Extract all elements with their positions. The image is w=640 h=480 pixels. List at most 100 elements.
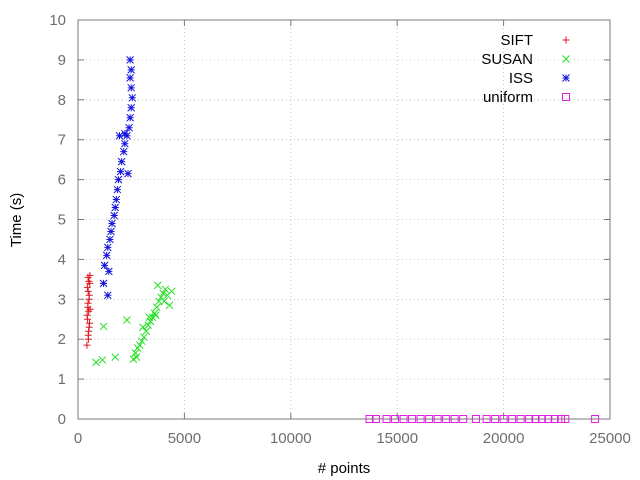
x-axis-ticks: 0 5000 10000 15000 20000 25000: [74, 20, 631, 447]
legend-label-uniform: uniform: [483, 89, 533, 106]
point-susan: [145, 313, 154, 322]
point-susan: [111, 353, 120, 362]
legend: SIFT SUSAN ISS uniform: [481, 32, 570, 106]
point-sift: [84, 287, 92, 295]
point-uniform: [508, 415, 517, 423]
point-uniform: [382, 415, 391, 423]
y-tick-label: 3: [58, 291, 66, 308]
point-uniform: [499, 415, 508, 423]
point-susan: [165, 301, 174, 310]
point-iss: [119, 147, 128, 156]
point-iss: [114, 175, 123, 184]
x-tick-label: 5000: [168, 430, 201, 447]
point-iss: [117, 157, 126, 166]
y-tick-label: 10: [49, 12, 66, 29]
point-iss: [127, 103, 136, 112]
y-tick-label: 1: [58, 371, 66, 388]
point-susan: [159, 289, 167, 298]
point-susan: [123, 316, 131, 324]
point-uniform: [459, 415, 468, 423]
point-susan: [153, 281, 162, 290]
point-uniform: [561, 415, 570, 423]
series-sift-points: [83, 271, 94, 349]
point-iss: [127, 66, 136, 74]
point-iss: [128, 93, 137, 102]
point-uniform: [482, 415, 491, 423]
point-sift: [83, 311, 91, 319]
x-tick-label: 15000: [376, 430, 418, 447]
point-iss: [120, 129, 129, 138]
point-susan: [137, 337, 146, 346]
point-iss: [108, 219, 116, 228]
legend-marker-susan: [562, 55, 570, 63]
x-tick-label: 0: [74, 430, 82, 447]
point-susan: [160, 297, 169, 306]
point-susan: [132, 353, 141, 362]
point-iss: [126, 113, 134, 122]
series-susan-points: [92, 281, 176, 367]
point-uniform: [399, 415, 408, 423]
point-iss: [102, 251, 111, 260]
point-sift: [83, 341, 91, 349]
point-uniform: [391, 415, 400, 423]
series-iss-points: [99, 56, 137, 300]
point-iss: [120, 139, 129, 148]
x-tick-label: 10000: [270, 430, 312, 447]
point-uniform: [433, 415, 442, 423]
y-tick-label: 7: [58, 132, 66, 149]
y-tick-label: 4: [58, 251, 66, 268]
legend-marker-uniform: [562, 93, 570, 101]
point-sift: [85, 319, 93, 327]
x-tick-label: 20000: [483, 430, 525, 447]
point-uniform: [491, 415, 500, 423]
point-iss: [107, 227, 115, 236]
point-uniform: [416, 415, 425, 423]
point-susan: [139, 323, 147, 332]
point-susan: [142, 327, 150, 336]
y-tick-label: 8: [58, 92, 66, 109]
point-iss: [106, 235, 114, 244]
point-susan: [150, 309, 159, 318]
point-uniform: [516, 415, 525, 423]
point-uniform: [425, 415, 434, 423]
point-susan: [161, 285, 170, 294]
legend-label-sift: SIFT: [501, 32, 534, 49]
point-sift: [84, 273, 92, 281]
point-iss: [127, 83, 136, 92]
point-uniform: [408, 415, 417, 423]
point-uniform: [471, 415, 480, 423]
point-sift: [83, 283, 91, 291]
point-sift: [85, 327, 93, 335]
point-susan: [144, 321, 153, 330]
point-uniform: [450, 415, 459, 423]
point-susan: [167, 287, 176, 296]
point-sift: [84, 335, 92, 343]
data-points: [83, 56, 600, 423]
legend-label-iss: ISS: [509, 70, 533, 87]
legend-label-susan: SUSAN: [481, 51, 533, 68]
point-susan: [157, 293, 165, 302]
legend-marker-iss: [562, 74, 570, 82]
point-iss: [111, 203, 120, 212]
point-sift: [86, 279, 94, 287]
point-susan: [151, 311, 160, 320]
point-uniform: [371, 415, 380, 423]
x-axis-title: # points: [318, 460, 371, 477]
y-tick-label: 9: [58, 52, 66, 69]
point-susan: [99, 322, 108, 331]
point-iss: [110, 211, 119, 220]
point-iss: [126, 56, 134, 64]
y-axis-title: Time (s): [8, 193, 25, 247]
y-axis-ticks: 0 1 2 3 4 5 6 7 8 9 10: [49, 12, 610, 428]
point-iss: [113, 185, 122, 194]
point-susan: [152, 303, 161, 312]
y-tick-label: 2: [58, 331, 66, 348]
point-susan: [135, 341, 144, 350]
point-iss: [99, 279, 108, 288]
point-iss: [126, 74, 134, 82]
y-tick-label: 0: [58, 411, 66, 428]
point-iss: [124, 169, 132, 178]
point-iss: [112, 195, 121, 204]
point-uniform: [591, 415, 600, 423]
